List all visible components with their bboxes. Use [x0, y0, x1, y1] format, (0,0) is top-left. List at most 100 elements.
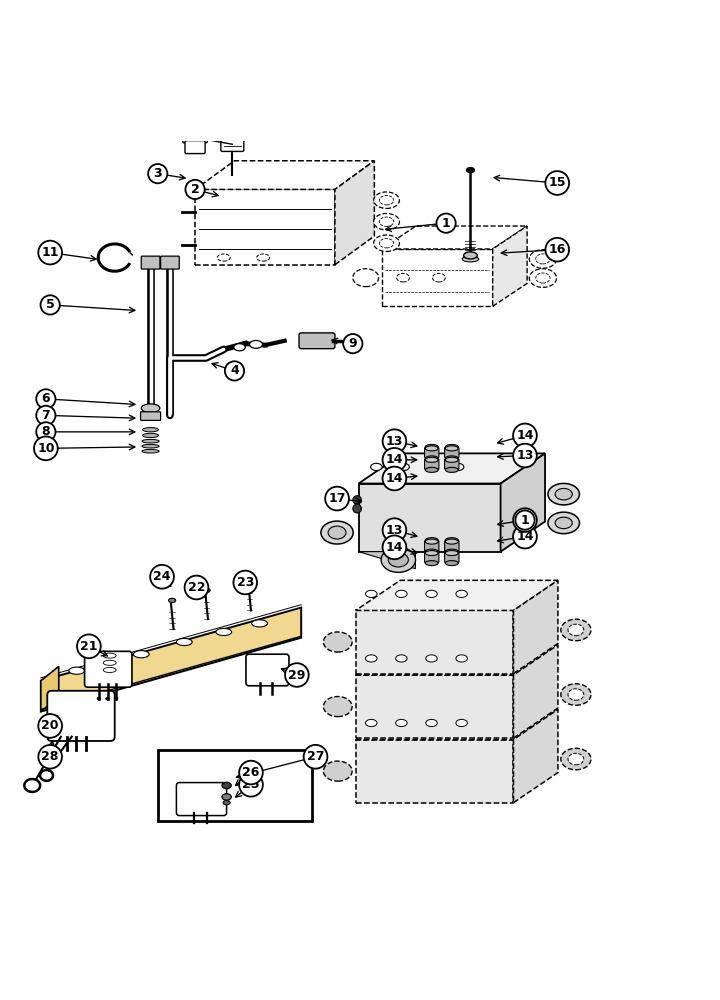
Polygon shape [41, 666, 59, 712]
Ellipse shape [106, 697, 109, 700]
Ellipse shape [203, 588, 210, 593]
FancyBboxPatch shape [425, 552, 439, 562]
Ellipse shape [398, 463, 410, 471]
Polygon shape [359, 453, 545, 484]
Text: 13: 13 [386, 435, 403, 448]
Ellipse shape [446, 456, 458, 461]
Ellipse shape [464, 252, 477, 259]
Ellipse shape [426, 457, 438, 462]
Ellipse shape [426, 549, 438, 554]
Text: 5: 5 [46, 298, 55, 311]
FancyBboxPatch shape [425, 541, 439, 551]
Polygon shape [356, 740, 513, 803]
Ellipse shape [69, 667, 84, 674]
FancyBboxPatch shape [221, 136, 244, 151]
Ellipse shape [426, 444, 438, 449]
Text: 8: 8 [42, 425, 50, 438]
Ellipse shape [426, 551, 438, 556]
Text: 14: 14 [386, 541, 403, 554]
Ellipse shape [555, 488, 572, 500]
Text: 6: 6 [42, 392, 50, 405]
Text: 1: 1 [441, 217, 451, 230]
Text: 23: 23 [237, 576, 254, 589]
FancyBboxPatch shape [445, 552, 459, 562]
Ellipse shape [426, 539, 438, 544]
FancyBboxPatch shape [445, 459, 459, 469]
Text: 16: 16 [549, 243, 566, 256]
Ellipse shape [133, 651, 149, 658]
FancyBboxPatch shape [246, 654, 289, 686]
Ellipse shape [250, 340, 263, 348]
Text: 2: 2 [191, 183, 199, 196]
Polygon shape [356, 675, 513, 738]
FancyBboxPatch shape [185, 141, 205, 154]
Text: 14: 14 [516, 530, 534, 543]
Ellipse shape [374, 192, 400, 208]
Ellipse shape [433, 273, 446, 282]
Ellipse shape [426, 467, 438, 472]
Polygon shape [335, 161, 374, 265]
FancyBboxPatch shape [161, 256, 179, 269]
Ellipse shape [425, 463, 436, 471]
FancyBboxPatch shape [183, 127, 207, 143]
Ellipse shape [446, 446, 458, 451]
Ellipse shape [142, 439, 159, 443]
Polygon shape [492, 226, 527, 306]
Ellipse shape [456, 719, 467, 727]
Ellipse shape [456, 655, 467, 662]
Text: 24: 24 [153, 570, 171, 583]
Ellipse shape [446, 549, 458, 554]
Text: 14: 14 [386, 472, 403, 485]
Ellipse shape [222, 794, 231, 800]
Ellipse shape [555, 517, 572, 529]
Ellipse shape [176, 638, 192, 646]
Ellipse shape [323, 697, 352, 717]
Ellipse shape [234, 344, 246, 351]
Ellipse shape [426, 719, 437, 727]
Polygon shape [500, 453, 545, 552]
Ellipse shape [246, 580, 253, 584]
Ellipse shape [446, 467, 458, 472]
Text: 21: 21 [80, 640, 98, 653]
Ellipse shape [366, 655, 377, 662]
FancyBboxPatch shape [445, 541, 459, 551]
Text: 20: 20 [42, 719, 59, 732]
Ellipse shape [257, 254, 269, 261]
Text: 14: 14 [516, 429, 534, 442]
FancyBboxPatch shape [425, 448, 439, 458]
FancyBboxPatch shape [141, 256, 160, 269]
Ellipse shape [529, 269, 557, 287]
Ellipse shape [529, 250, 557, 268]
Ellipse shape [142, 444, 159, 448]
Polygon shape [513, 580, 558, 674]
Polygon shape [356, 709, 558, 740]
Circle shape [353, 496, 361, 504]
FancyBboxPatch shape [299, 333, 335, 349]
Ellipse shape [426, 456, 438, 461]
Ellipse shape [217, 254, 230, 261]
Ellipse shape [561, 748, 591, 770]
Polygon shape [359, 552, 415, 569]
FancyBboxPatch shape [425, 459, 439, 469]
Ellipse shape [536, 254, 550, 264]
Ellipse shape [223, 801, 230, 805]
Ellipse shape [426, 561, 438, 566]
Ellipse shape [568, 689, 584, 700]
Ellipse shape [353, 269, 379, 287]
Ellipse shape [396, 590, 407, 597]
Ellipse shape [374, 213, 400, 230]
Ellipse shape [143, 433, 158, 438]
Ellipse shape [103, 667, 116, 672]
Polygon shape [356, 645, 558, 675]
Ellipse shape [426, 538, 438, 543]
Ellipse shape [379, 196, 394, 205]
Ellipse shape [396, 655, 407, 662]
Ellipse shape [103, 660, 116, 665]
Ellipse shape [548, 512, 580, 534]
Circle shape [353, 504, 361, 513]
Text: 10: 10 [37, 442, 55, 455]
Ellipse shape [321, 521, 354, 544]
Ellipse shape [216, 628, 232, 636]
Text: 26: 26 [243, 766, 260, 779]
Text: 14: 14 [386, 453, 403, 466]
